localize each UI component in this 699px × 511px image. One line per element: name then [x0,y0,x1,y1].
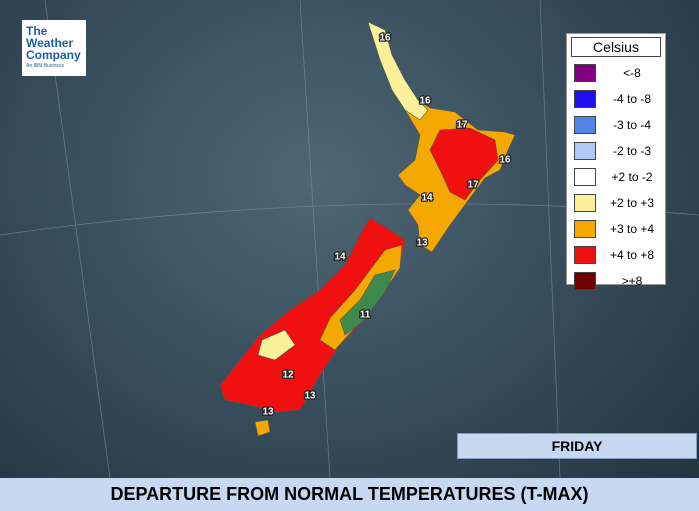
temperature-label: 17 [456,120,468,131]
title: DEPARTURE FROM NORMAL TEMPERATURES (T-MA… [0,478,699,511]
temperature-label: 13 [416,238,428,249]
south-island [219,217,406,437]
temperature-label: 12 [282,370,294,381]
legend-label: >+8 [621,274,643,288]
temperature-label: 13 [304,391,316,402]
map: 16 16 17 16 17 14 13 14 11 12 13 13 [0,0,699,478]
legend-swatch [574,64,596,82]
legend-swatch [574,90,596,108]
legend-item: +2 to -2 [567,164,665,190]
legend-swatch [574,194,596,212]
legend-item: >+8 [567,268,665,294]
legend-swatch [574,142,596,160]
legend-item: +2 to +3 [567,190,665,216]
legend-label: +4 to +8 [609,248,655,262]
legend-label: -2 to -3 [612,144,651,158]
temperature-label: 16 [499,155,511,166]
legend-label: +2 to -2 [611,170,653,184]
temperature-label: 16 [419,96,431,107]
legend-item: -3 to -4 [567,112,665,138]
legend-label: +2 to +3 [609,196,655,210]
logo-name: The Weather Company [26,24,81,62]
legend-swatch [574,272,596,290]
legend-swatch [574,246,596,264]
legend-item: -4 to -8 [567,86,665,112]
north-island [367,21,516,253]
legend-item: -2 to -3 [567,138,665,164]
temperature-label: 11 [360,310,371,321]
temperature-label: 16 [379,33,391,44]
legend-item: +4 to +8 [567,242,665,268]
legend-label: -3 to -4 [612,118,651,132]
logo: The Weather Company An IBM Business [22,20,86,76]
legend: Celsius <-8 -4 to -8 -3 to -4 -2 to -3 +2 to… [566,33,666,290]
legend-swatch [574,220,596,238]
legend-item: +3 to +4 [567,216,665,242]
legend-swatch [574,116,596,134]
temperature-label: 13 [262,407,274,418]
day-label: FRIDAY [457,433,697,459]
temperature-label: 14 [334,252,346,263]
legend-label: <-8 [623,66,641,80]
legend-title: Celsius [571,37,661,57]
legend-label: +3 to +4 [609,222,655,236]
temperature-label: 14 [421,193,433,204]
legend-swatch [574,168,596,186]
legend-item: <-8 [567,60,665,86]
temperature-label: 17 [467,180,479,191]
logo-tagline: An IBM Business [26,63,65,69]
legend-label: -4 to -8 [612,92,651,106]
